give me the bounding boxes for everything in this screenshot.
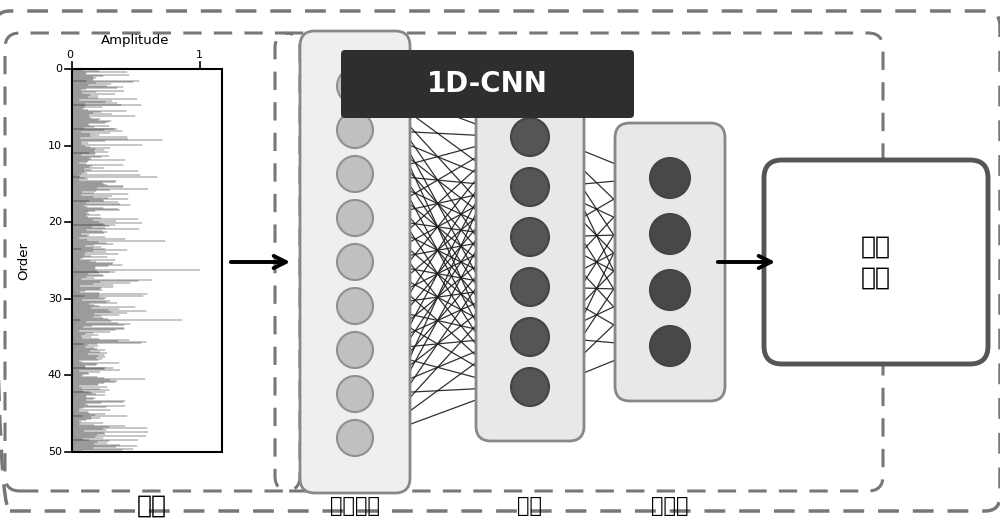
FancyBboxPatch shape — [341, 50, 634, 118]
FancyBboxPatch shape — [300, 31, 410, 493]
Text: 最大池化: 最大池化 — [330, 496, 380, 516]
Text: Amplitude: Amplitude — [101, 34, 169, 47]
FancyBboxPatch shape — [476, 83, 584, 441]
Circle shape — [511, 268, 549, 306]
Text: 0: 0 — [66, 50, 74, 60]
Text: 20: 20 — [48, 217, 62, 227]
Circle shape — [511, 218, 549, 256]
Circle shape — [337, 420, 373, 456]
FancyBboxPatch shape — [764, 160, 988, 364]
Circle shape — [337, 288, 373, 324]
Circle shape — [511, 318, 549, 356]
Circle shape — [337, 200, 373, 236]
Text: 30: 30 — [48, 294, 62, 304]
Circle shape — [337, 332, 373, 368]
Circle shape — [337, 244, 373, 280]
Circle shape — [337, 68, 373, 104]
Circle shape — [650, 214, 690, 254]
Text: 卷积: 卷积 — [518, 496, 542, 516]
Circle shape — [337, 156, 373, 192]
Text: 1D-CNN: 1D-CNN — [427, 70, 548, 98]
Bar — [72, 69, 222, 452]
Circle shape — [511, 368, 549, 406]
Circle shape — [511, 118, 549, 156]
Text: 40: 40 — [48, 370, 62, 380]
Circle shape — [337, 376, 373, 412]
Circle shape — [650, 158, 690, 198]
Circle shape — [337, 112, 373, 148]
Text: 1: 1 — [196, 50, 203, 60]
Text: 10: 10 — [48, 140, 62, 150]
Text: 故障
类别: 故障 类别 — [861, 234, 891, 290]
Text: 50: 50 — [48, 447, 62, 457]
FancyBboxPatch shape — [615, 123, 725, 401]
Text: 0: 0 — [55, 64, 62, 74]
Text: 全连接: 全连接 — [651, 496, 689, 516]
Text: 输入: 输入 — [137, 494, 167, 518]
Circle shape — [650, 270, 690, 310]
Circle shape — [511, 168, 549, 206]
Circle shape — [650, 326, 690, 366]
Text: Order: Order — [18, 242, 30, 279]
